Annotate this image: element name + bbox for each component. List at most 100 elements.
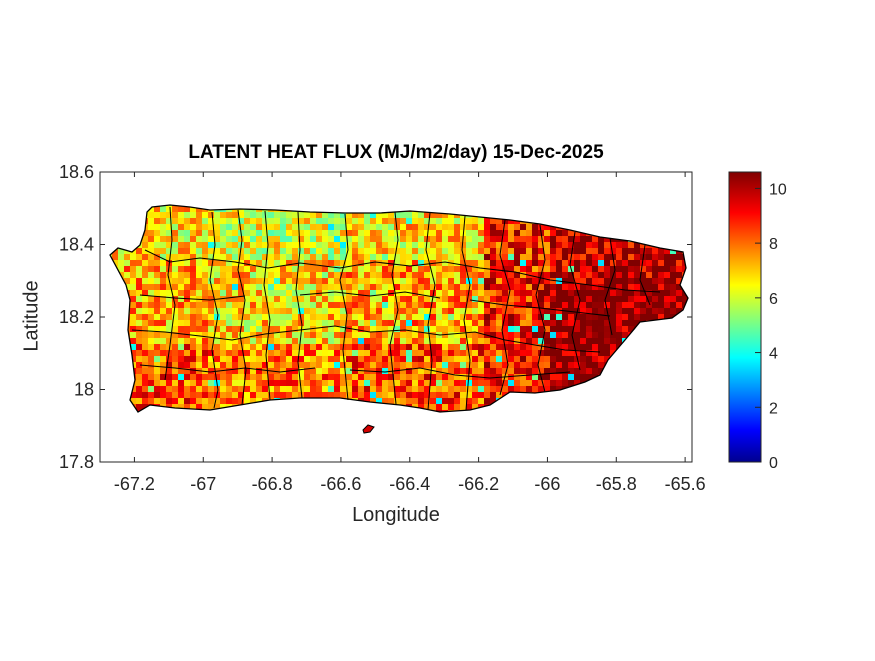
heat-cell [502,248,508,254]
heat-cell [196,236,202,242]
heat-cell [322,230,328,236]
heat-cell [520,260,526,266]
heat-cell [538,344,544,350]
heat-cell [460,296,466,302]
heat-cell [172,224,178,230]
heat-cell [424,290,430,296]
heat-cell [304,350,310,356]
heat-cell [136,362,142,368]
heat-cell [148,308,154,314]
heat-cell [490,320,496,326]
heat-cell [352,266,358,272]
heat-cell [562,290,568,296]
heat-cell [268,386,274,392]
heat-cell [484,218,490,224]
heat-cell [190,314,196,320]
heat-cell [532,236,538,242]
heat-cell [172,392,178,398]
heat-cell [262,374,268,380]
heat-cell [622,278,628,284]
heat-cell [226,254,232,260]
heat-cell [622,332,628,338]
heat-cell [376,230,382,236]
heat-cell [346,260,352,266]
heat-cell [514,266,520,272]
heat-cell [442,266,448,272]
heat-cell [340,218,346,224]
heat-cell [160,398,166,404]
heat-cell [220,332,226,338]
heat-cell [394,266,400,272]
heat-cell [430,236,436,242]
heat-cell [424,230,430,236]
heat-cell [454,236,460,242]
heat-cell [166,272,172,278]
heat-cell [664,278,670,284]
heat-cell [298,356,304,362]
heat-cell [166,362,172,368]
heat-cell [346,392,352,398]
heat-cell [544,248,550,254]
heat-cell [526,314,532,320]
heat-cell [238,224,244,230]
heat-cell [352,380,358,386]
heat-cell [274,242,280,248]
heat-cell [334,356,340,362]
heat-cell [190,386,196,392]
heat-cell [148,302,154,308]
heat-cell [532,356,538,362]
heat-cell [142,356,148,362]
heat-cell [268,290,274,296]
heat-cell [634,248,640,254]
heat-cell [328,314,334,320]
heat-cell [628,320,634,326]
heat-cell [454,374,460,380]
heat-cell [226,350,232,356]
heat-cell [502,224,508,230]
heat-cell [316,212,322,218]
heat-cell [178,218,184,224]
heat-cell [310,350,316,356]
heat-cell [292,236,298,242]
heat-cell [454,350,460,356]
heat-cell [346,374,352,380]
heat-cell [562,302,568,308]
heat-cell [484,350,490,356]
heat-cell [160,350,166,356]
heat-cell [118,260,124,266]
heat-cell [220,254,226,260]
heat-cell [418,242,424,248]
heat-cell [448,230,454,236]
heat-cell [616,242,622,248]
heat-cell [616,320,622,326]
heat-cell [130,332,136,338]
heat-cell [280,362,286,368]
heat-cell [526,236,532,242]
heat-cell [250,284,256,290]
heat-cell [208,380,214,386]
heat-cell [148,212,154,218]
heat-cell [382,350,388,356]
heat-cell [406,254,412,260]
heat-cell [178,290,184,296]
heat-cell [628,314,634,320]
heat-cell [328,302,334,308]
heat-cell [190,392,196,398]
heat-cell [478,380,484,386]
heat-cell [520,224,526,230]
heat-cell [484,290,490,296]
heat-cell [478,386,484,392]
heat-cell [484,362,490,368]
heat-cell [490,374,496,380]
heat-cell [262,260,268,266]
heat-cell [142,332,148,338]
heat-cell [412,350,418,356]
heat-cell [676,260,682,266]
heat-cell [508,218,514,224]
heat-cell [274,266,280,272]
heat-cell [136,380,142,386]
heat-cell [592,308,598,314]
heat-cell [268,320,274,326]
heat-cell [346,248,352,254]
